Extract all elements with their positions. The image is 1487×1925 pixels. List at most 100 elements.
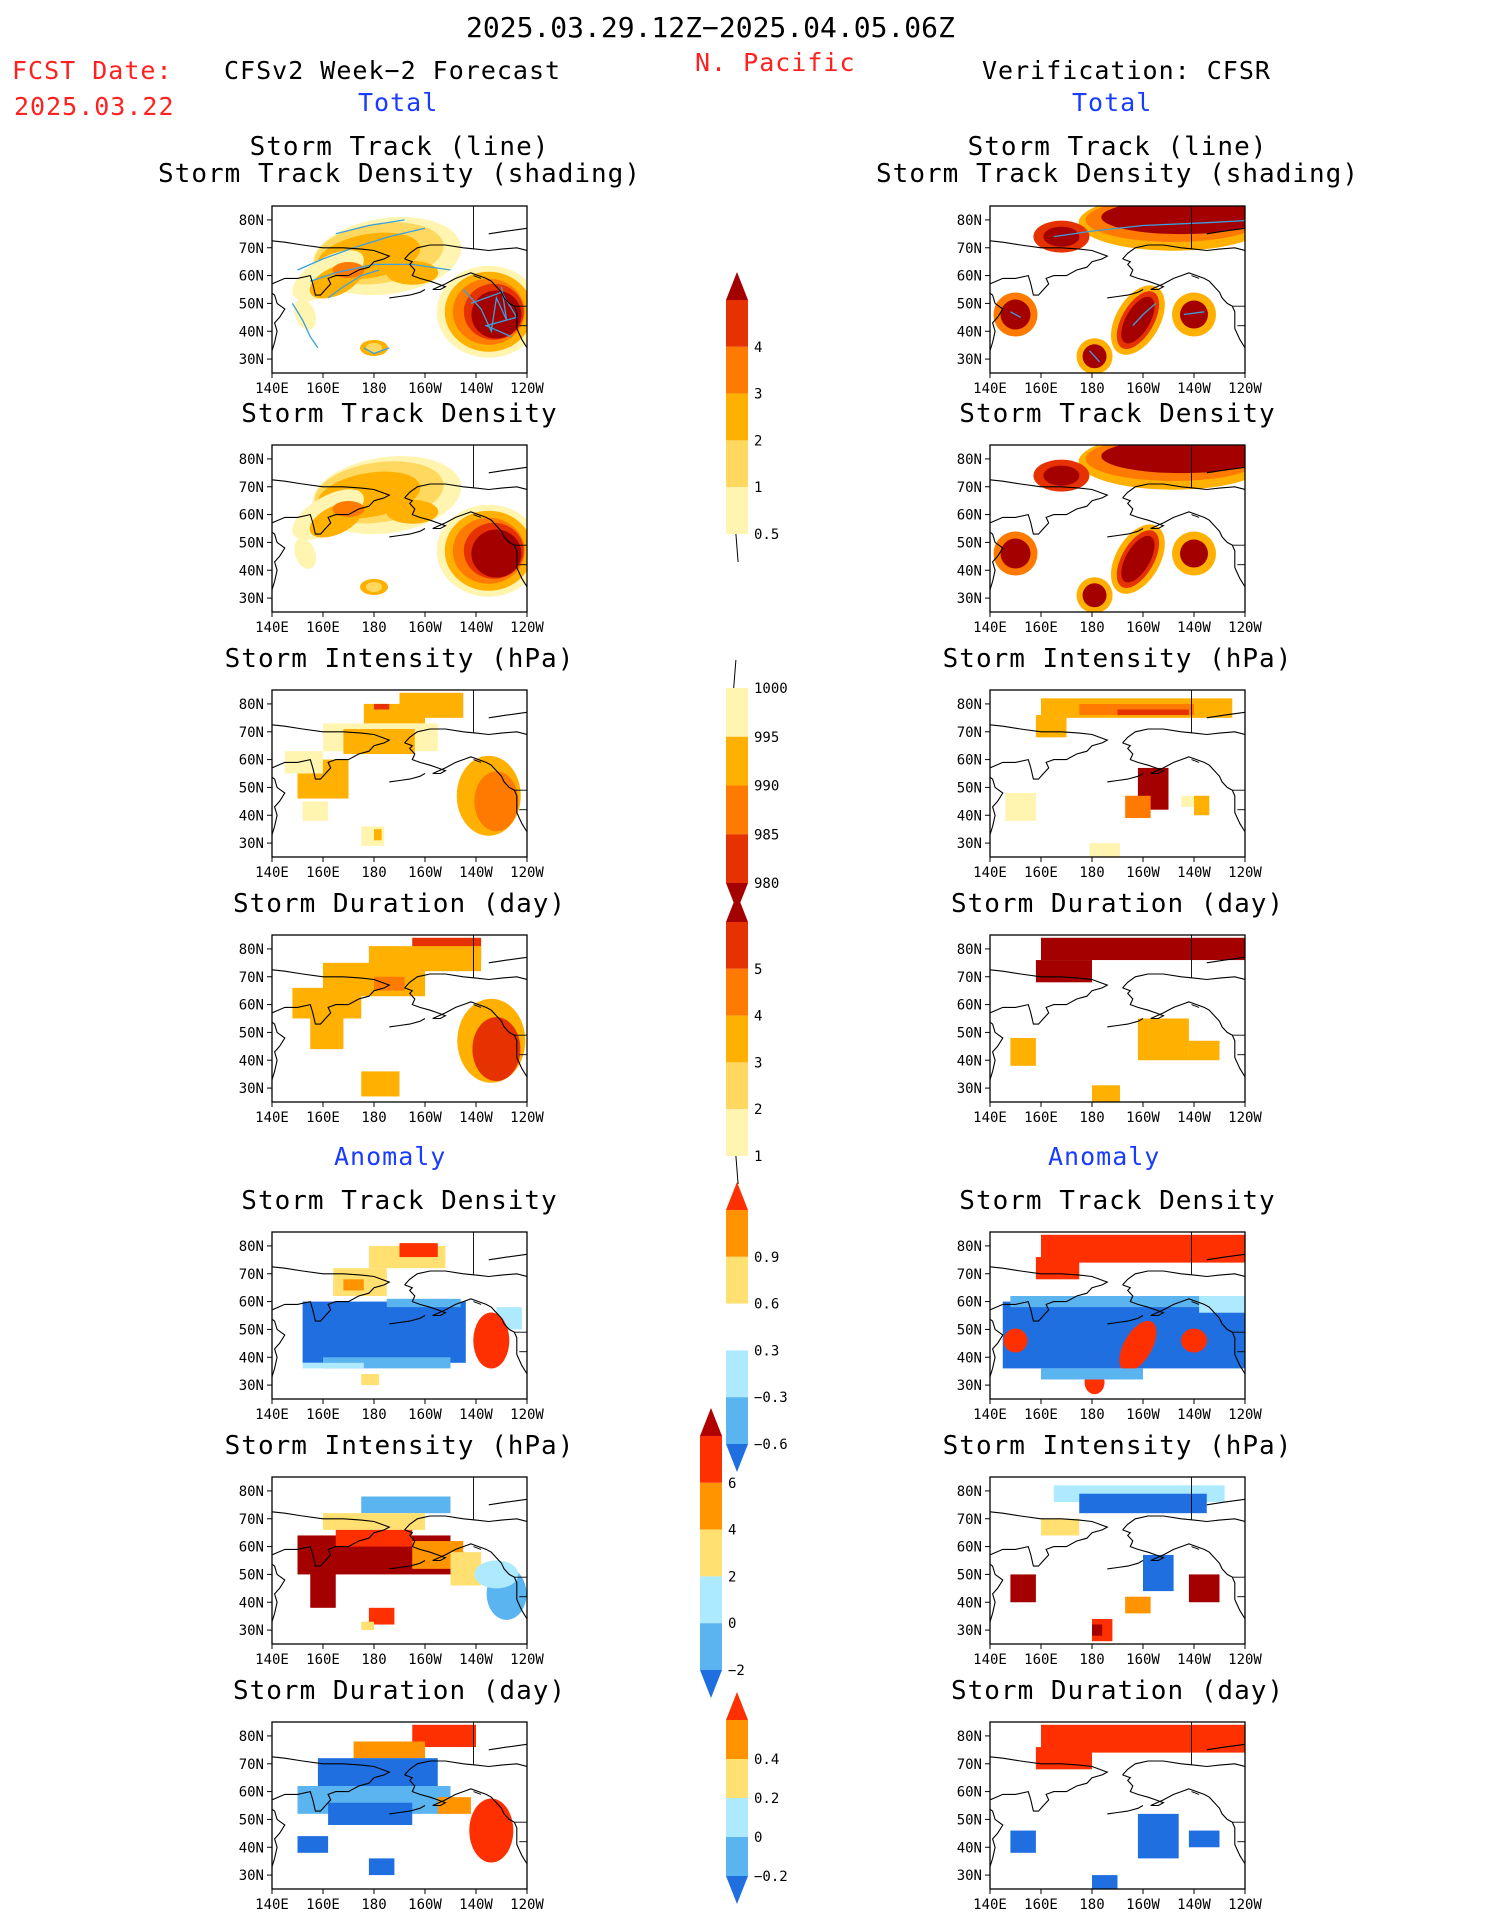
lat-tick-label: 80N (239, 1729, 264, 1745)
colorbar-label: −0.2 (754, 1869, 788, 1885)
lat-tick-label: 60N (957, 269, 982, 285)
left-column-title: CFSv2 Week−2 Forecast (224, 56, 562, 85)
lat-tick-label: 80N (957, 697, 982, 713)
lon-tick-label: 160W (408, 381, 442, 397)
lon-tick-label: 140E (255, 1407, 289, 1423)
lon-tick-label: 160W (408, 1407, 442, 1423)
lat-tick-label: 30N (239, 1868, 264, 1884)
lat-tick-label: 60N (239, 998, 264, 1014)
panel-title: Storm Intensity (hPa) (224, 1431, 575, 1461)
lon-tick-label: 140W (1177, 865, 1211, 881)
lat-tick-label: 50N (957, 1567, 982, 1583)
lat-tick-label: 30N (239, 591, 264, 607)
lat-tick-label: 60N (957, 998, 982, 1014)
lat-tick-label: 70N (239, 970, 264, 986)
forecast-map-panel-2: 80N 70N 60N 50N 40N 30N 140E 160E 180 160W 140W 120… (222, 437, 544, 636)
lon-tick-label: 180 (1079, 1652, 1104, 1668)
lat-tick-label: 80N (239, 452, 264, 468)
colorbar-label: 4 (728, 1523, 736, 1539)
right-anomaly-label: Anomaly (1048, 1142, 1161, 1171)
lat-tick-label: 60N (957, 508, 982, 524)
lat-tick-label: 80N (957, 213, 982, 229)
lon-tick-label: 180 (361, 1407, 386, 1423)
map-svg: 80N 70N 60N 50N 40N 30N 140E 160E 180 160W 140W 120… (239, 1721, 544, 1913)
lat-tick-label: 70N (239, 1267, 264, 1283)
colorbar-intensity-total: 1000 995 990 985 980 (712, 658, 832, 917)
colorbar-label: 1 (754, 480, 762, 496)
lat-tick-label: 40N (239, 1840, 264, 1856)
colorbar-label: 2 (754, 1102, 762, 1118)
lat-tick-label: 40N (239, 324, 264, 340)
lon-tick-label: 160W (408, 1652, 442, 1668)
lat-tick-label: 70N (239, 725, 264, 741)
lon-tick-label: 140W (459, 1897, 493, 1913)
verification-map-panel-7: 80N 70N 60N 50N 40N 30N 140E 160E 180 160W 140W 120… (940, 1714, 1262, 1913)
region-title: N. Pacific (695, 48, 856, 77)
lon-tick-label: 160E (306, 1652, 340, 1668)
colorbar-label: 1 (754, 1149, 762, 1165)
verification-map-panel-2: 80N 70N 60N 50N 40N 30N 140E 160E 180 160W 140W 120… (940, 437, 1262, 636)
colorbar-duration-anom: 0.40.20−0.2−0.4 (712, 1690, 832, 1924)
lon-tick-label: 160W (1126, 1897, 1160, 1913)
lon-tick-label: 180 (1079, 1897, 1104, 1913)
lon-tick-label: 160E (1024, 620, 1058, 636)
lat-tick-label: 70N (239, 1757, 264, 1773)
panel-title: Storm Track Density (959, 1186, 1276, 1216)
lon-tick-label: 140W (459, 381, 493, 397)
lat-tick-label: 40N (957, 563, 982, 579)
lat-tick-label: 40N (957, 808, 982, 824)
lat-tick-label: 30N (957, 1868, 982, 1884)
lon-tick-label: 140E (973, 620, 1007, 636)
colorbar-density-anom: 0.90.60.3−0.3−0.6−0.9 (712, 1180, 832, 1500)
lat-tick-label: 50N (957, 1812, 982, 1828)
colorbar-label: 2 (728, 1569, 736, 1585)
lat-tick-label: 60N (957, 753, 982, 769)
lat-tick-label: 80N (239, 213, 264, 229)
verification-map-panel-3: 80N 70N 60N 50N 40N 30N 140E 160E 180 160W 140W 120… (940, 682, 1262, 881)
lon-tick-label: 160E (306, 381, 340, 397)
lat-tick-label: 60N (239, 1295, 264, 1311)
lat-tick-label: 30N (957, 1623, 982, 1639)
colorbar-label: 0.9 (754, 1250, 779, 1266)
lon-tick-label: 160W (1126, 1110, 1160, 1126)
lon-tick-label: 140E (973, 381, 1007, 397)
colorbar-label: −0.3 (754, 1390, 788, 1406)
colorbar-label: 0.4 (754, 1752, 779, 1768)
lon-tick-label: 160W (408, 1110, 442, 1126)
lat-tick-label: 40N (957, 1840, 982, 1856)
lon-tick-label: 180 (1079, 620, 1104, 636)
panel-title: Storm Track Density (shading) (158, 159, 641, 189)
lon-tick-label: 160W (1126, 381, 1160, 397)
lat-tick-label: 60N (957, 1540, 982, 1556)
lon-tick-label: 180 (361, 1110, 386, 1126)
lon-tick-label: 180 (361, 1897, 386, 1913)
map-svg: 80N 70N 60N 50N 40N 30N 140E 160E 180 160W 140W 120… (957, 1476, 1262, 1668)
lon-tick-label: 160W (1126, 1407, 1160, 1423)
lat-tick-label: 80N (957, 452, 982, 468)
panel-title: Storm Duration (day) (950, 1676, 1285, 1706)
lon-tick-label: 140E (255, 1652, 289, 1668)
forecast-map-panel-4: 80N 70N 60N 50N 40N 30N 140E 160E 180 160W 140W 120… (222, 927, 544, 1126)
lon-tick-label: 160E (306, 620, 340, 636)
lat-tick-label: 40N (957, 1595, 982, 1611)
lat-tick-label: 30N (239, 836, 264, 852)
lon-tick-label: 120W (1228, 620, 1262, 636)
colorbar-label: 0 (754, 1830, 762, 1846)
lon-tick-label: 140W (1177, 1652, 1211, 1668)
left-total-label: Total (358, 88, 439, 117)
lat-tick-label: 30N (239, 352, 264, 368)
verification-map-panel-6: 80N 70N 60N 50N 40N 30N 140E 160E 180 160W 140W 120… (940, 1469, 1262, 1668)
lat-tick-label: 60N (239, 1785, 264, 1801)
lon-tick-label: 180 (1079, 1110, 1104, 1126)
lon-tick-label: 140W (1177, 1110, 1211, 1126)
map-svg: 80N 70N 60N 50N 40N 30N 140E 160E 180 160W 140W 120… (239, 444, 544, 636)
lat-tick-label: 70N (239, 1512, 264, 1528)
forecast-map-panel-1: 80N 70N 60N 50N 40N 30N 140E 160E 180 160W 140W 120… (222, 198, 544, 397)
lon-tick-label: 180 (1079, 1407, 1104, 1423)
lat-tick-label: 80N (957, 1729, 982, 1745)
map-svg: 80N 70N 60N 50N 40N 30N 140E 160E 180 160W 140W 120… (957, 205, 1262, 397)
lon-tick-label: 120W (510, 1652, 544, 1668)
lon-tick-label: 120W (1228, 1110, 1262, 1126)
lat-tick-label: 30N (957, 591, 982, 607)
